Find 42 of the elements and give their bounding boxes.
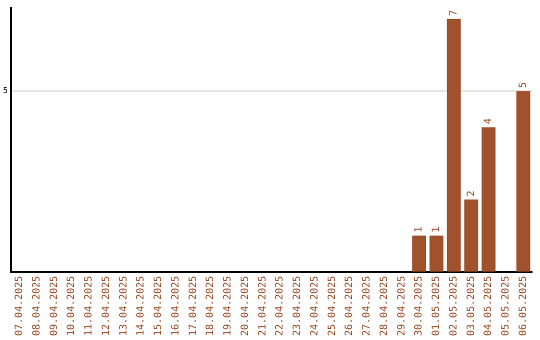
data-label: 2 — [466, 190, 477, 197]
x-tick-label: 17.04.2025 — [188, 276, 199, 336]
x-tick-label: 09.04.2025 — [48, 276, 60, 336]
bar — [412, 236, 426, 272]
x-tick-label: 23.04.2025 — [292, 276, 304, 336]
x-tick-label: 24.04.2025 — [309, 276, 320, 336]
data-label: 1 — [431, 226, 442, 233]
x-tick-label: 08.04.2025 — [31, 276, 42, 336]
data-label: 4 — [483, 118, 494, 124]
x-tick-label: 22.04.2025 — [274, 276, 286, 336]
x-tick-label: 10.04.2025 — [66, 276, 78, 336]
bar — [516, 91, 530, 272]
x-tick-label: 27.04.2025 — [362, 276, 373, 336]
x-tick-label: 03.05.2025 — [466, 276, 477, 336]
x-tick-label: 20.04.2025 — [240, 276, 251, 336]
x-tick-label: 07.04.2025 — [14, 276, 26, 336]
x-tick-label: 11.04.2025 — [84, 276, 95, 336]
x-tick-label: 30.04.2025 — [414, 276, 425, 336]
x-tick-label: 12.04.2025 — [100, 276, 112, 336]
x-tick-label: 16.04.2025 — [170, 276, 182, 336]
x-tick-label: 28.04.2025 — [378, 276, 390, 336]
x-tick-label: 05.05.2025 — [500, 276, 512, 336]
x-tick-label: 13.04.2025 — [118, 276, 130, 336]
bar — [430, 236, 444, 272]
x-tick-label: 18.04.2025 — [205, 276, 216, 336]
x-tick-label: 01.05.2025 — [431, 276, 442, 336]
bar — [446, 18, 461, 272]
x-tick-label: 21.04.2025 — [257, 276, 268, 336]
bar — [482, 127, 496, 272]
x-tick-label: 04.05.2025 — [483, 276, 494, 336]
x-tick-label: 15.04.2025 — [153, 276, 164, 336]
x-tick-label: 29.04.2025 — [396, 276, 408, 336]
data-label: 5 — [518, 82, 529, 88]
data-label: 7 — [448, 10, 460, 16]
x-tick-label: 25.04.2025 — [326, 276, 338, 336]
bar — [464, 200, 478, 272]
x-tick-label: 19.04.2025 — [222, 276, 234, 336]
data-label: 1 — [414, 226, 425, 233]
x-tick-label: 02.05.2025 — [448, 276, 460, 336]
x-tick-label: 26.04.2025 — [344, 276, 356, 336]
x-tick-label: 06.05.2025 — [518, 276, 529, 336]
x-tick-label: 14.04.2025 — [136, 276, 147, 336]
